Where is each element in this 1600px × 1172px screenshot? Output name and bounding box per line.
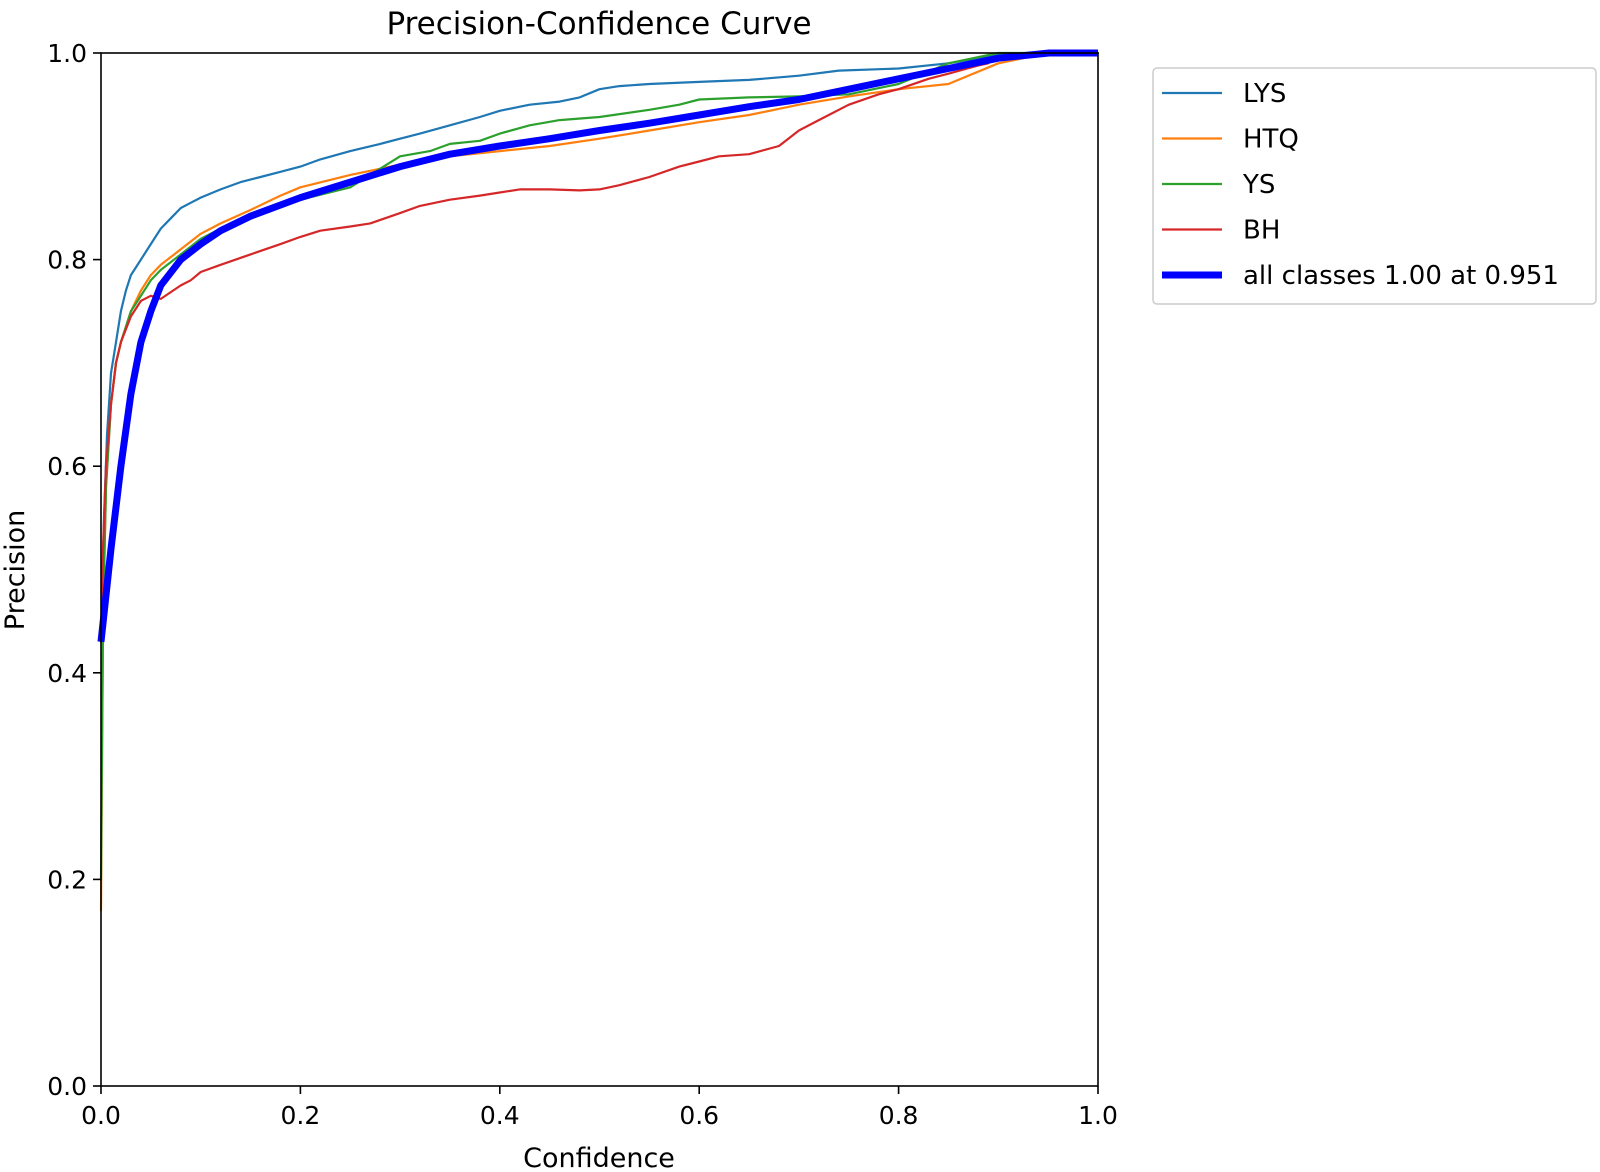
- series-line-bh: [99, 62, 990, 643]
- legend-label: YS: [1242, 170, 1275, 200]
- series-line-all: [97, 49, 1098, 643]
- legend-frame: [1152, 67, 1597, 305]
- legend-label: all classes 1.00 at 0.951: [1243, 261, 1559, 291]
- x-axis-ticks: 0.0 0.2 0.4 0.6 0.8 1.0: [81, 1086, 1118, 1130]
- series-layer: [97, 49, 1100, 912]
- plot-frame: [100, 52, 1099, 1087]
- legend-label: BH: [1243, 216, 1280, 246]
- y-axis-ticks: 0.0 0.2 0.4 0.6 0.8 1.0: [47, 39, 101, 1101]
- x-tick-label: 0.2: [281, 1101, 321, 1130]
- y-tick-label: 0.6: [47, 452, 87, 481]
- legend-label: HTQ: [1243, 125, 1299, 155]
- series-line-lys: [99, 51, 1100, 643]
- x-tick-label: 1.0: [1078, 1101, 1118, 1130]
- chart-title: Precision-Confidence Curve: [386, 6, 811, 42]
- y-tick-label: 0.2: [47, 865, 87, 894]
- x-tick-label: 0.0: [81, 1101, 121, 1130]
- y-tick-label: 0.4: [47, 659, 87, 688]
- y-axis-label: Precision: [0, 510, 31, 630]
- x-axis-label: Confidence: [523, 1143, 675, 1172]
- x-tick-label: 0.4: [480, 1101, 520, 1130]
- legend: LYS HTQ YS BH all classes 1.00 at 0.951: [1152, 67, 1597, 305]
- legend-label: LYS: [1243, 79, 1286, 109]
- x-tick-label: 0.6: [679, 1101, 719, 1130]
- x-tick-label: 0.8: [879, 1101, 919, 1130]
- y-tick-label: 0.0: [47, 1072, 87, 1101]
- y-tick-label: 1.0: [47, 39, 87, 68]
- y-tick-label: 0.8: [47, 246, 87, 275]
